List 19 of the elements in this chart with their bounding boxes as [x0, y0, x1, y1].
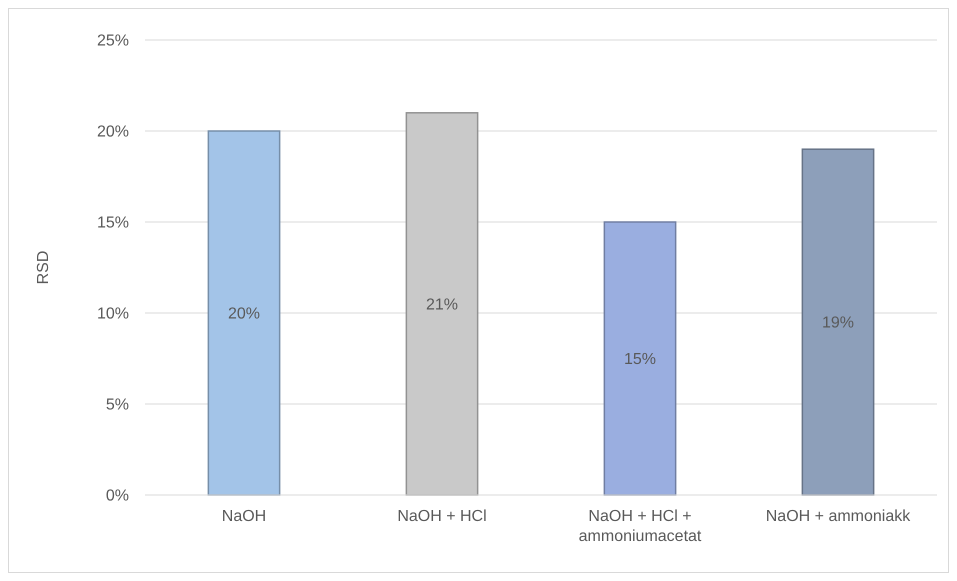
- data-label: 19%: [822, 314, 854, 332]
- x-tick-label: NaOH + HCl + ammoniumacetat: [578, 508, 702, 545]
- y-axis-title: RSD: [35, 250, 52, 284]
- y-tick-label: 5%: [106, 396, 129, 414]
- data-label: 15%: [624, 351, 656, 368]
- y-tick-label: 25%: [96, 32, 129, 50]
- bar: [406, 112, 478, 496]
- x-tick-label: NaOH + ammoniakk: [766, 508, 912, 525]
- y-tick-label: 10%: [96, 306, 129, 323]
- bar: [802, 148, 874, 496]
- y-tick-label: 0%: [106, 488, 129, 505]
- data-label: 21%: [426, 296, 458, 314]
- y-tick-label: 15%: [96, 214, 129, 232]
- x-tick-label: NaOH: [222, 508, 266, 525]
- data-label: 20%: [228, 306, 260, 323]
- y-tick-label: 20%: [96, 124, 129, 141]
- x-tick-label: NaOH + HCl: [397, 508, 487, 525]
- bar: [208, 130, 280, 496]
- bar: [604, 221, 676, 496]
